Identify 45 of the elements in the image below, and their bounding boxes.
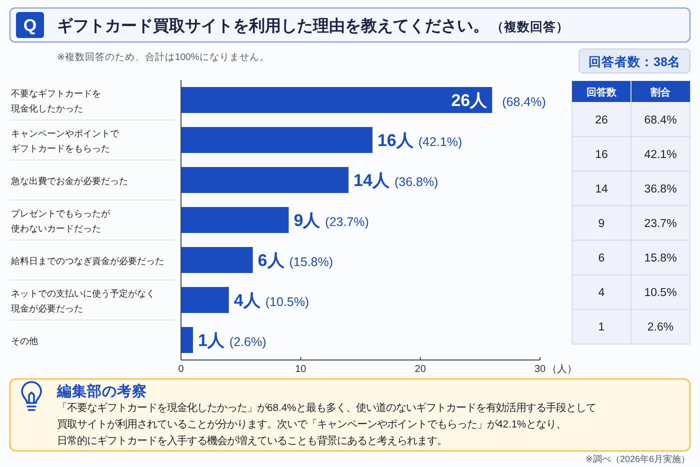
text: 42.1%	[644, 148, 677, 161]
text: 14	[595, 183, 608, 196]
data-label: 1人 (2.6%)	[198, 331, 266, 350]
text: 9	[598, 218, 605, 230]
y-tick-label: キャンペーンやポイントでギフトカードをもらった	[11, 128, 120, 154]
x-tick-label: 10	[295, 364, 307, 375]
text: 15.8%	[644, 252, 677, 265]
x-tick-label: 20	[414, 364, 426, 375]
data-label: 14人 (36.8%)	[354, 171, 438, 190]
data-label: 9人 (23.7%)	[294, 211, 369, 230]
text: 2.6%	[647, 322, 674, 334]
text: 36.8%	[644, 183, 677, 196]
category-label: 回答数	[586, 86, 618, 98]
category-label: 割合	[650, 86, 672, 98]
x-tick-label: 0	[178, 364, 184, 375]
y-tick-label: 不要なギフトカードを現金化したかった	[11, 88, 101, 114]
y-tick-label: 給料日までのつなぎ資金が必要だった	[10, 256, 164, 266]
data-label: 6人 (15.8%)	[258, 251, 334, 270]
text: ※複数回答のため、合計は100%になりません。	[57, 51, 270, 63]
y-tick-label: 急な出費でお金が必要だった	[10, 176, 128, 186]
text: 回答者数：38名	[588, 55, 680, 69]
text: 1	[598, 322, 605, 334]
x-tick-label: 30	[534, 364, 546, 375]
text: 6	[598, 252, 605, 265]
data-label: 4人 (10.5%)	[234, 291, 310, 310]
x-axis-title: （人）	[547, 364, 577, 375]
text: 日常的にギフトカードを入手する機会が増えていることも背景にあると考えられます。	[57, 435, 447, 447]
data-label: 26人 (68.4%)	[451, 91, 546, 110]
text: 23.7%	[644, 218, 677, 230]
text: 68.4%	[644, 114, 677, 126]
text: 「不要なギフトカードを現金化したかった」が68.4%と最も多く、使い道のないギフトカードを有効活用する手段として	[57, 402, 596, 414]
y-tick-label: ネットでの支払いに使う予定がなく現金が必要だった	[11, 288, 155, 314]
text: 16	[595, 148, 608, 161]
text: 4	[598, 287, 605, 300]
text: 編集部の考察	[56, 382, 147, 400]
y-tick-label: その他	[11, 336, 38, 346]
text: 買取サイトが利用されていることが分かります。次いで「キャンペーンやポイントでもらった」が42.1%となり、	[57, 418, 566, 430]
data-label: 16人 (42.1%)	[377, 131, 462, 150]
y-tick-label: プレゼントでもらったが使わないカードだった	[11, 208, 111, 234]
chart-subtitle: （複数回答）	[491, 19, 569, 34]
text: ※調べ（2026年6月実施）	[585, 454, 690, 464]
text: 26	[595, 114, 608, 126]
chart-title: ギフトカード買取サイトを利用した理由を教えてください。	[57, 17, 489, 35]
text: 10.5%	[644, 287, 677, 300]
text: Q	[23, 16, 37, 35]
